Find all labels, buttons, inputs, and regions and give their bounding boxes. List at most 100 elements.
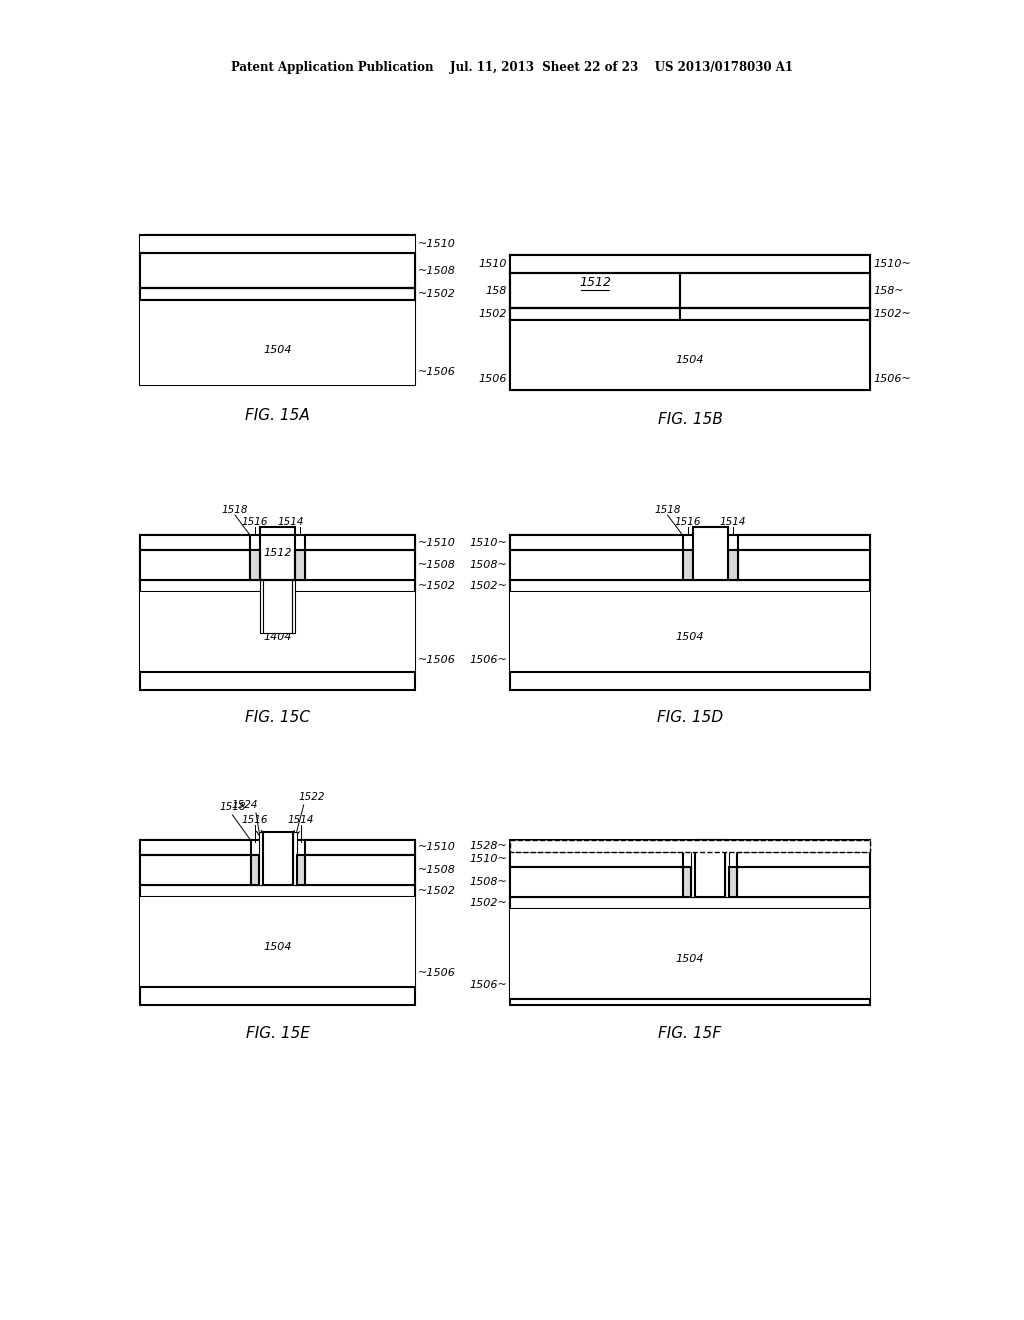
- Bar: [295, 550, 305, 579]
- Bar: [292, 579, 295, 634]
- Bar: [305, 550, 415, 579]
- Bar: [510, 273, 680, 308]
- Bar: [680, 308, 870, 319]
- Bar: [140, 898, 415, 987]
- Bar: [140, 840, 251, 855]
- Bar: [304, 840, 415, 855]
- Bar: [510, 579, 870, 591]
- Text: 1518: 1518: [222, 506, 248, 515]
- Text: 1512: 1512: [579, 276, 611, 289]
- Bar: [140, 579, 415, 591]
- Text: ~1510: ~1510: [418, 537, 456, 548]
- Text: 1516: 1516: [242, 814, 267, 825]
- Bar: [140, 840, 415, 1005]
- Bar: [140, 550, 250, 579]
- Text: 1524: 1524: [695, 863, 724, 874]
- Bar: [510, 591, 870, 672]
- Text: ~1502: ~1502: [418, 886, 456, 896]
- Bar: [691, 840, 695, 898]
- Text: FIG. 15A: FIG. 15A: [245, 408, 310, 422]
- Text: 1522: 1522: [299, 792, 325, 803]
- Text: 1530: 1530: [696, 841, 723, 851]
- Text: FIG. 15C: FIG. 15C: [245, 710, 310, 726]
- Text: 1502: 1502: [478, 309, 507, 319]
- Bar: [510, 550, 683, 579]
- Bar: [140, 855, 251, 884]
- Text: 1504: 1504: [676, 954, 705, 964]
- Text: FIG. 15E: FIG. 15E: [246, 1026, 309, 1040]
- Bar: [140, 235, 415, 253]
- Bar: [680, 273, 870, 308]
- Text: 1504: 1504: [263, 345, 292, 355]
- Text: 1528~: 1528~: [469, 841, 507, 851]
- Text: ~1508: ~1508: [418, 265, 456, 276]
- Bar: [140, 300, 415, 385]
- Bar: [251, 855, 258, 884]
- Bar: [510, 535, 870, 690]
- Text: 1508~: 1508~: [469, 876, 507, 887]
- Text: ~1508: ~1508: [418, 560, 456, 570]
- Bar: [305, 550, 415, 579]
- Text: ~1506: ~1506: [418, 655, 456, 665]
- Text: 158: 158: [485, 285, 507, 296]
- Text: 1526: 1526: [263, 854, 292, 863]
- Text: ~1510: ~1510: [418, 239, 456, 249]
- Text: 1506~: 1506~: [469, 981, 507, 990]
- Text: 1514: 1514: [719, 517, 745, 527]
- Bar: [510, 867, 683, 898]
- Text: ~1510: ~1510: [418, 842, 456, 853]
- Bar: [510, 255, 680, 389]
- Text: 1506~: 1506~: [873, 375, 911, 384]
- Bar: [683, 550, 692, 579]
- Text: 1504: 1504: [676, 632, 705, 642]
- Bar: [263, 579, 292, 634]
- Text: 1504: 1504: [676, 355, 705, 366]
- Bar: [737, 550, 870, 579]
- Bar: [140, 884, 415, 898]
- Bar: [510, 840, 870, 1005]
- Text: 1516: 1516: [674, 517, 700, 527]
- Text: 1502~: 1502~: [469, 898, 507, 908]
- Text: ~1506: ~1506: [418, 367, 456, 378]
- Bar: [510, 319, 680, 389]
- Bar: [510, 308, 680, 319]
- Bar: [737, 851, 870, 867]
- Bar: [510, 851, 683, 867]
- Text: 1520: 1520: [695, 549, 724, 558]
- Bar: [680, 255, 870, 389]
- Text: 1502~: 1502~: [469, 581, 507, 591]
- Bar: [260, 527, 295, 579]
- Text: ~1502: ~1502: [418, 581, 456, 591]
- Bar: [737, 867, 870, 898]
- Text: 1510~: 1510~: [469, 854, 507, 865]
- Bar: [140, 253, 415, 288]
- Bar: [140, 253, 415, 288]
- Bar: [140, 855, 251, 884]
- Bar: [140, 535, 415, 690]
- Bar: [510, 898, 870, 909]
- Text: 1510~: 1510~: [873, 259, 911, 269]
- Bar: [680, 273, 870, 308]
- Bar: [729, 867, 737, 898]
- Bar: [510, 550, 683, 579]
- Text: 1518: 1518: [219, 803, 246, 812]
- Bar: [692, 527, 727, 579]
- Bar: [293, 832, 297, 884]
- Bar: [510, 535, 683, 550]
- Bar: [680, 319, 870, 389]
- Bar: [140, 535, 250, 550]
- Text: 1514: 1514: [278, 517, 304, 527]
- Text: FIG. 15B: FIG. 15B: [657, 412, 723, 428]
- Bar: [737, 550, 870, 579]
- Text: 1504: 1504: [263, 942, 292, 952]
- Text: 1508~: 1508~: [469, 560, 507, 570]
- Bar: [737, 535, 870, 550]
- Text: 1512: 1512: [263, 549, 292, 558]
- Text: 1524: 1524: [232, 800, 258, 810]
- Text: FIG. 15F: FIG. 15F: [658, 1026, 722, 1040]
- Bar: [727, 550, 737, 579]
- Bar: [258, 832, 262, 884]
- Bar: [140, 235, 415, 385]
- Text: 1514: 1514: [288, 814, 313, 825]
- Text: ~1502: ~1502: [418, 289, 456, 300]
